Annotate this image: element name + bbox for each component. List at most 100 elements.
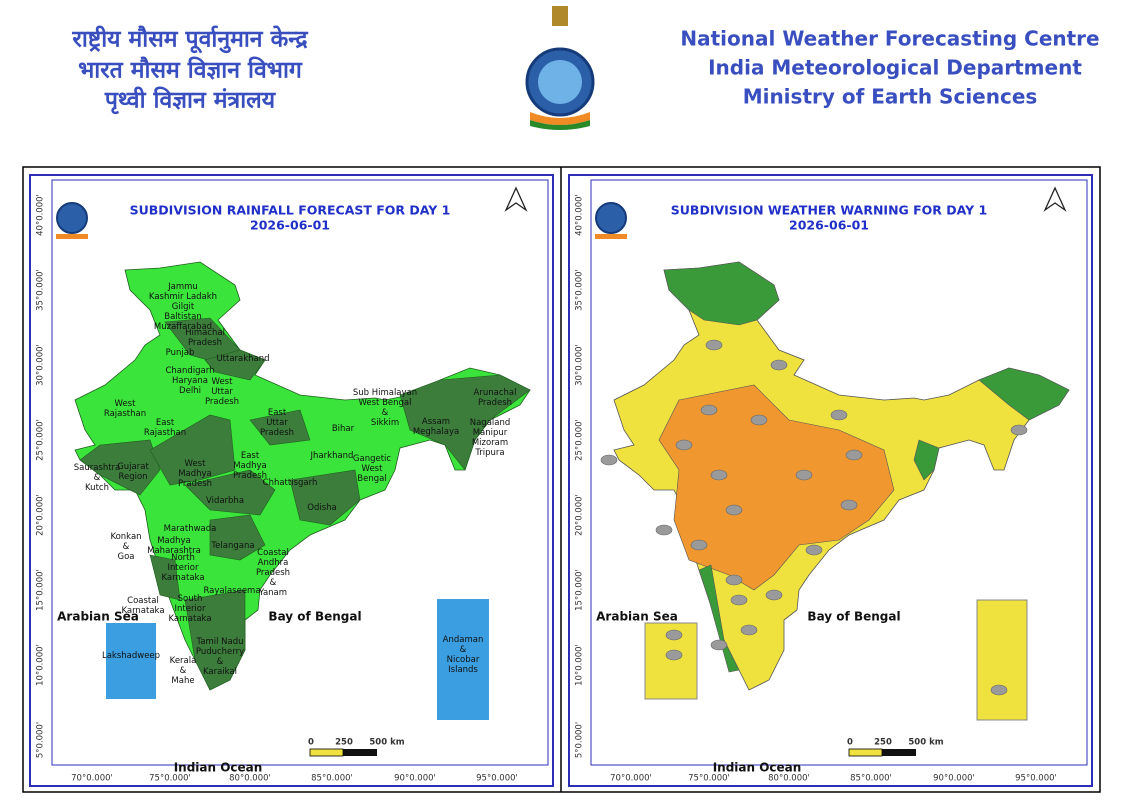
region-label-line: Interior — [167, 563, 199, 573]
region-label: Chandigarh Haryana Delhi — [165, 366, 214, 396]
weather-icon — [750, 414, 768, 426]
region-label-line: & — [460, 645, 467, 655]
weather-icon — [705, 339, 723, 351]
region-label-line: Goa — [118, 552, 135, 562]
region-label: Odisha — [307, 503, 336, 513]
region-label: Jharkhand — [310, 451, 354, 461]
region-label-line: Delhi — [179, 386, 201, 396]
lat-label: 40°0.000' — [36, 194, 46, 236]
region-green — [698, 564, 740, 673]
region-dark — [204, 349, 266, 381]
region-label: West Uttar Pradesh — [205, 377, 239, 407]
lon-label: 75°0.000' — [688, 774, 730, 784]
lat-label: 5°0.000' — [36, 722, 46, 758]
region-label: Marathwada — [164, 524, 217, 534]
imd-emblem — [525, 6, 595, 130]
region-label-line: & — [94, 473, 101, 483]
region-label-line: Arunachal — [474, 388, 517, 398]
imd-logo — [56, 202, 88, 234]
region-label-line: Rayalaseema — [203, 586, 260, 596]
lat-label: 30°0.000' — [36, 344, 46, 386]
region-label-line: Yanam — [258, 588, 287, 598]
region-label: Rayalaseema — [203, 586, 260, 596]
region-label-line: & — [180, 666, 187, 676]
region-green — [663, 261, 780, 326]
region-label-line: West Bengal — [358, 398, 411, 408]
region-label-line: & — [270, 578, 277, 588]
weather-icon — [700, 404, 718, 416]
map-frame-inner — [51, 179, 549, 766]
region-label-line: Karnataka — [121, 606, 164, 616]
region-orange — [658, 384, 895, 591]
region-label-line: Karnataka — [168, 614, 211, 624]
region-dark — [184, 589, 246, 691]
region-label: Lakshadweep — [102, 651, 160, 661]
region-label-line: Jammu — [167, 282, 198, 292]
weather-icon — [845, 449, 863, 461]
region-label-line: Madhya — [157, 536, 191, 546]
lat-label: 40°0.000' — [575, 194, 585, 236]
region-label-line: Odisha — [307, 503, 336, 513]
region-label-line: South — [178, 594, 203, 604]
english-line: National Weather Forecasting Centre — [680, 27, 1099, 51]
region-label-line: West — [362, 464, 384, 474]
region-label: Saurashtra & Kutch — [74, 463, 121, 493]
map-frame-inner — [590, 179, 1088, 766]
region-label-line: Mizoram — [472, 438, 508, 448]
english-line: Ministry of Earth Sciences — [743, 85, 1038, 109]
region-dark — [209, 514, 266, 561]
map-date: 2026-06-01 — [250, 218, 330, 233]
weather-icon — [740, 624, 758, 636]
lon-label: 80°0.000' — [768, 774, 810, 784]
lon-label: 85°0.000' — [311, 774, 353, 784]
scale-bar-half — [848, 748, 883, 757]
region-label-line: Coastal — [127, 596, 159, 606]
region-label-line: Tripura — [474, 448, 504, 458]
sea-label: Arabian Sea — [57, 610, 139, 624]
region-label: Chhattisgarh — [263, 478, 318, 488]
region-dark — [149, 414, 236, 486]
region-label: Punjab — [166, 348, 195, 358]
scale-bar-half — [343, 749, 377, 756]
region-label-line: Sikkim — [371, 418, 399, 428]
region-label: North Interior Karnataka — [161, 553, 204, 583]
region-label-line: Bengal — [357, 474, 386, 484]
island-box — [976, 599, 1028, 721]
weather-icon — [805, 544, 823, 556]
lon-label: 95°0.000' — [476, 774, 518, 784]
weather-icon — [675, 439, 693, 451]
region-label-line: Himachal — [185, 328, 225, 338]
region-label: Gangetic West Bengal — [353, 454, 392, 484]
region-label-line: Kutch — [85, 483, 109, 493]
region-label-line: Uttar — [211, 387, 233, 397]
region-label-line: North — [171, 553, 195, 563]
region-label-line: East — [241, 451, 260, 461]
region-label-line: Islands — [448, 665, 478, 675]
region-label: East Madhya Pradesh — [233, 451, 267, 481]
region-label-line: Pradesh — [188, 338, 222, 348]
sea-label: Indian Ocean — [174, 761, 263, 775]
lon-label: 70°0.000' — [610, 774, 652, 784]
region-label: West Rajasthan — [104, 399, 146, 419]
region-label-line: Sub Himalayan — [353, 388, 417, 398]
region-label: Kerala & Mahe — [170, 656, 197, 686]
region-label-line: Mahe — [171, 676, 194, 686]
region-label-line: Region — [118, 472, 147, 482]
lat-label: 5°0.000' — [575, 722, 585, 758]
scale-label: 500 km — [369, 738, 404, 748]
region-label-line: West — [115, 399, 137, 409]
lon-label: 70°0.000' — [71, 774, 113, 784]
lat-label: 20°0.000' — [36, 494, 46, 536]
lat-label: 25°0.000' — [575, 419, 585, 461]
region-label: Telangana — [210, 541, 254, 551]
sea-label: Arabian Sea — [596, 610, 678, 624]
region-label-line: Kashmir Ladakh — [149, 292, 217, 302]
region-label-line: Gujarat — [117, 462, 149, 472]
region-label-line: Gangetic — [353, 454, 392, 464]
region-label-line: & — [123, 542, 130, 552]
region-label-line: Jharkhand — [310, 451, 354, 461]
region-dark — [399, 374, 531, 471]
north-arrow — [504, 186, 528, 212]
weather-icon — [725, 504, 743, 516]
map-panel: SUBDIVISION WEATHER WARNING FOR DAY 1202… — [568, 174, 1093, 787]
